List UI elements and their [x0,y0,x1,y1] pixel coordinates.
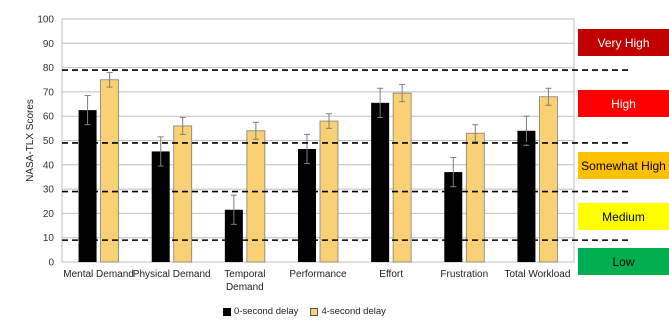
y-tick-label: 80 [43,63,55,74]
x-tick-label: Performance [289,269,347,280]
bar-0s [151,151,170,262]
x-tick-label-line2: Demand [226,282,264,293]
band-high: High [578,90,669,117]
x-tick-label: Physical Demand [133,269,211,280]
bar-4s [465,132,485,263]
bar-0s [517,130,536,262]
band-very-high: Very High [578,29,669,56]
legend-item-4s: 4-second delay [310,306,386,317]
y-tick-label: 50 [43,136,55,147]
x-tick-label: Temporal [224,269,265,280]
y-tick-label: 90 [43,39,55,50]
bar-0s [224,209,243,262]
y-axis-label: NASA-TLX Scores [25,99,36,182]
x-tick-label: Frustration [440,269,488,280]
y-tick-label: 0 [48,258,54,269]
bar-4s [100,79,119,263]
bar-4s [173,125,193,263]
legend-label-0s: 0-second delay [234,306,299,317]
y-tick-label: 70 [43,87,55,98]
y-tick-label: 30 [43,185,55,196]
bar-0s [78,110,97,262]
bar-0s [371,102,390,263]
y-tick-label: 60 [43,112,55,123]
legend-item-0s: 0-second delay [223,306,298,317]
band-medium: Medium [578,203,669,230]
band-low: Low [578,248,669,275]
legend-label-4s: 4-second delay [321,306,386,317]
y-tick-label: 40 [43,160,55,171]
bar-4s [392,92,412,263]
bar-0s [298,149,316,262]
chart-legend: 0-second delay 4-second delay [223,306,398,317]
legend-swatch-0s [223,307,231,316]
x-tick-label: Total Workload [504,269,570,280]
x-tick-label: Mental Demand [63,269,134,280]
y-tick-label: 10 [43,233,55,244]
band-somewhat-high: Somewhat High [578,152,669,179]
x-tick-label: Effort [379,269,403,280]
bar-4s [539,96,558,263]
bar-4s [246,130,266,263]
legend-swatch-4s [310,307,319,316]
y-tick-label: 100 [37,15,54,26]
y-tick-label: 20 [43,209,55,220]
